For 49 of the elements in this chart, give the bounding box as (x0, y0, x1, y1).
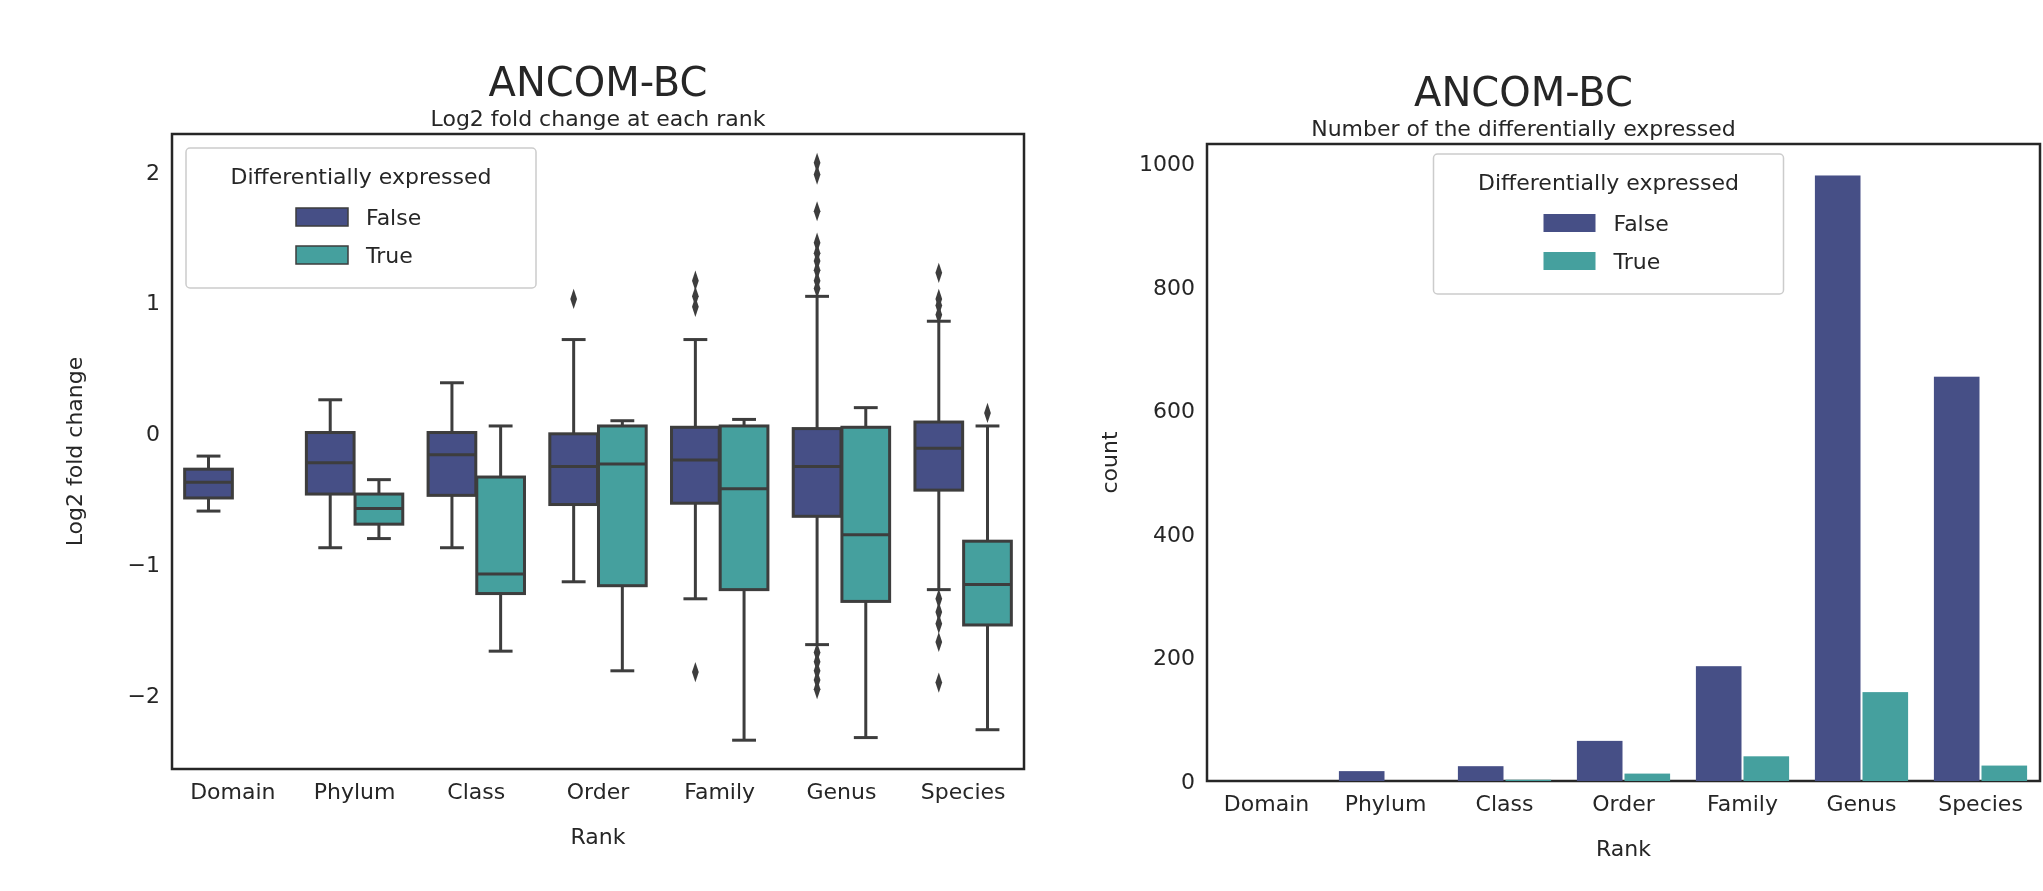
x-tick-label: Phylum (1344, 790, 1427, 816)
legend-label: False (366, 205, 422, 230)
y-tick-label: 1 (146, 290, 160, 316)
chart-subtitle: Log2 fold change at each rank (430, 106, 766, 131)
bar (1695, 666, 1742, 781)
x-tick-label: Species (920, 778, 1006, 804)
y-tick-label: 0 (1181, 768, 1195, 794)
bar (1933, 376, 1980, 781)
chart-title: ANCOM-BC (488, 59, 708, 105)
y-tick-label: 0 (146, 421, 160, 447)
x-tick-label: Order (566, 778, 631, 804)
legend-title: Differentially expressed (1478, 170, 1739, 195)
x-axis-title: Rank (1596, 836, 1652, 861)
y-tick-label: 600 (1153, 398, 1195, 424)
y-tick-label: −2 (127, 683, 160, 709)
bar (1338, 771, 1385, 781)
legend-label: True (1612, 249, 1661, 274)
x-axis-title: Rank (570, 824, 626, 849)
y-tick-label: 400 (1153, 521, 1195, 547)
chart-subtitle: Number of the differentially expressed (1311, 116, 1736, 141)
y-tick-label: 2 (146, 159, 160, 185)
bar (1814, 175, 1861, 781)
chart-title: ANCOM-BC (1414, 69, 1633, 115)
y-axis-title: Log2 fold change (62, 356, 87, 547)
x-tick-label: Family (1707, 790, 1778, 816)
x-tick-label: Phylum (313, 778, 396, 804)
bar (1457, 766, 1504, 781)
y-tick-label: 1000 (1139, 151, 1195, 177)
x-tick-label: Species (1938, 790, 2023, 816)
y-tick-label: −1 (127, 552, 160, 578)
bar (1624, 773, 1671, 781)
x-tick-label: Class (447, 778, 506, 804)
x-tick-label: Domain (190, 778, 276, 804)
legend-label: True (365, 243, 413, 268)
x-tick-label: Genus (806, 778, 877, 804)
bar (1862, 692, 1909, 781)
x-tick-label: Family (684, 778, 756, 804)
x-tick-label: Order (1592, 790, 1656, 816)
x-tick-label: Domain (1223, 790, 1310, 816)
legend-title: Differentially expressed (230, 164, 492, 189)
x-tick-label: Class (1475, 790, 1534, 816)
bar (1981, 765, 2028, 781)
y-axis-title: count (1097, 431, 1122, 494)
bar (1743, 756, 1790, 781)
x-tick-label: Genus (1826, 790, 1897, 816)
y-tick-label: 200 (1153, 645, 1195, 671)
bar (1576, 740, 1623, 781)
y-tick-label: 800 (1153, 274, 1195, 300)
legend-label: False (1613, 211, 1669, 236)
